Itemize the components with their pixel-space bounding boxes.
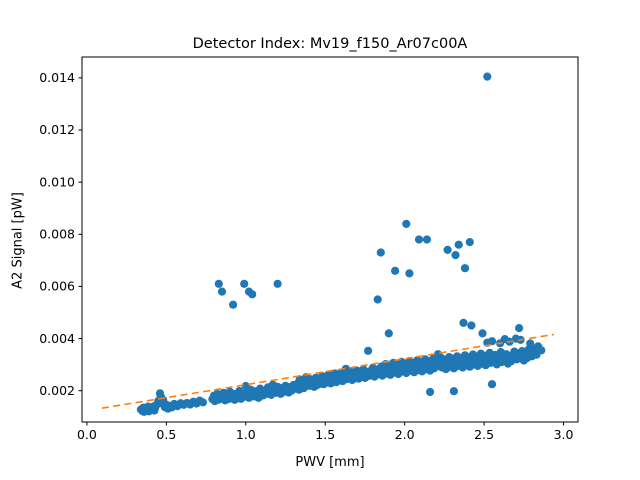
data-point [273,279,282,288]
data-point [248,290,257,299]
data-point [198,398,207,407]
data-point [487,337,497,346]
data-point [454,240,463,249]
data-point [426,387,435,397]
y-tick-label: 0.008 [39,226,75,241]
y-tick-label: 0.014 [39,70,75,85]
data-point [483,72,492,81]
data-point [537,346,546,355]
data-point [451,251,460,260]
data-point [373,295,382,304]
y-tick-label: 0.006 [39,279,75,294]
data-point [384,329,393,338]
x-tick-label: 1.5 [315,427,335,442]
data-point [467,321,476,330]
data-point [391,266,400,275]
data-point [478,329,487,338]
data-point [422,235,431,244]
y-tick-label: 0.004 [39,331,75,346]
data-point [240,279,249,288]
data-point [459,318,468,327]
data-point [229,300,238,309]
data-point [465,238,474,247]
y-tick-label: 0.012 [39,122,75,137]
data-point [405,269,414,278]
data-point [443,245,452,254]
plot-frame [81,56,579,423]
x-tick-label: 2.5 [474,427,494,442]
data-point [217,287,227,296]
x-tick-label: 1.0 [236,427,256,442]
fit-line [101,333,555,409]
data-point [414,235,424,244]
x-tick-label: 0.0 [77,427,97,442]
y-tick-label: 0.002 [39,383,75,398]
chart-title: Detector Index: Mv19_f150_Ar07c00A [192,36,468,52]
data-point [460,264,470,273]
data-point [449,387,458,396]
data-point [487,380,497,389]
data-point [364,346,373,355]
x-tick-label: 0.5 [156,427,176,442]
x-axis-label: PWV [mm] [295,455,365,470]
data-point [515,324,524,333]
y-axis-label: A2 Signal [pW] [10,192,26,289]
data-point [214,279,223,288]
data-point [376,248,385,257]
x-tick-label: 2.0 [395,427,415,442]
data-point [402,219,411,228]
x-tick-label: 3.0 [554,427,574,442]
y-tick-label: 0.010 [39,174,75,189]
